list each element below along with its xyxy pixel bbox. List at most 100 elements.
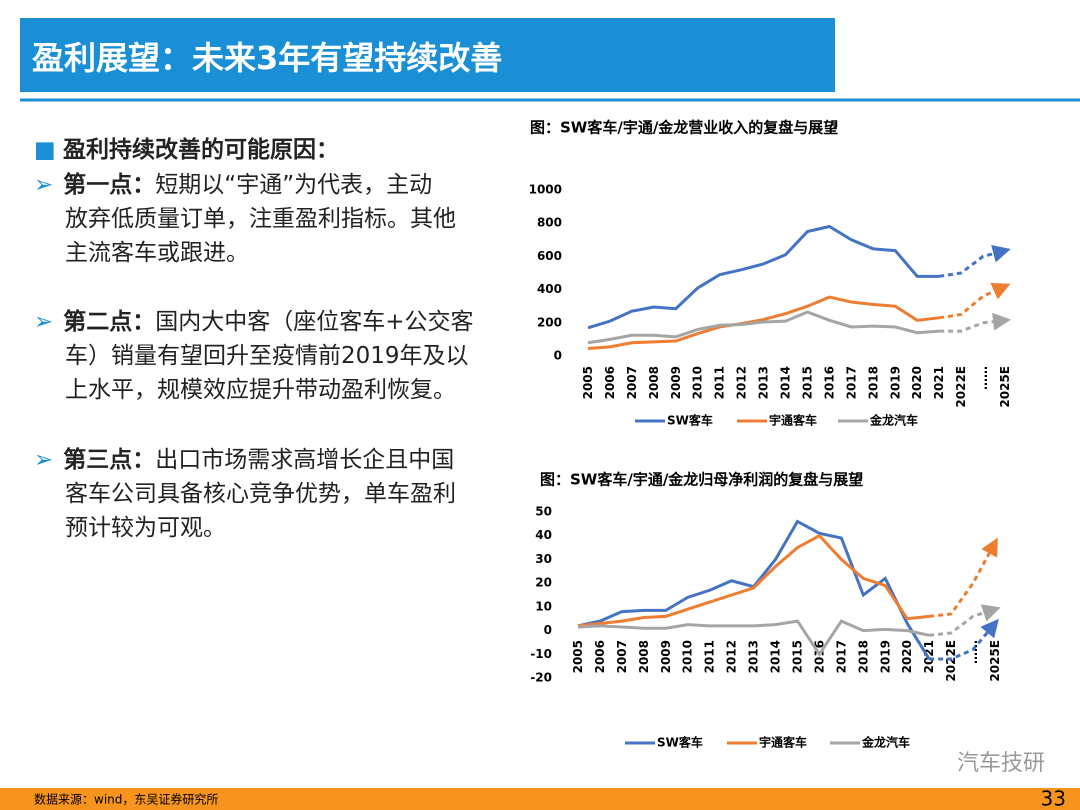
- y-tick-label: 30: [535, 552, 552, 566]
- forecast-line: [939, 312, 1011, 333]
- x-tick-label: 2017: [834, 640, 848, 673]
- x-tick-label: 2009: [669, 366, 683, 399]
- bullet-label: 第一点：: [63, 172, 156, 198]
- y-tick-label: -20: [530, 671, 552, 685]
- x-tick-label: 2012: [725, 640, 739, 673]
- bullet-text: 国内大中客（座位客车+公交客: [155, 309, 474, 335]
- bullet-text: 主流客车或跟进。: [65, 240, 249, 266]
- x-tick-label: 2007: [625, 366, 639, 399]
- x-tick-label: 2022E: [944, 640, 958, 682]
- legend-label: 宇通客车: [769, 413, 817, 428]
- header-title: 盈利展望：未来3年有望持续改善: [32, 39, 502, 77]
- bullet-line: 客车公司具备核心竞争优势，单车盈利: [34, 477, 456, 511]
- legend-label: SW客车: [657, 735, 703, 750]
- x-tick-label: 2022E: [954, 366, 968, 408]
- x-tick-label: 2020: [900, 640, 914, 673]
- x-tick-label: 2011: [713, 366, 727, 399]
- forecast-line: [928, 537, 998, 618]
- x-tick-label: 2012: [735, 366, 749, 399]
- bullet-text: 上水平，规模效应提升带动盈利恢复。: [65, 377, 456, 403]
- x-tick-label: 2008: [647, 366, 661, 399]
- x-tick-label: 2006: [593, 640, 607, 673]
- bullet: ➢ 第一点：短期以“宇通”为代表，主动放弃低质量订单，注重盈利指标。其他 主流客车或…: [34, 168, 456, 270]
- y-tick-label: 800: [537, 216, 562, 230]
- bullet-text: 客车公司具备核心竞争优势，单车盈利: [65, 481, 456, 507]
- bullet-text: 放弃低质量订单，注重盈利指标。其他: [65, 206, 456, 232]
- series-line: [587, 310, 940, 345]
- x-tick-label: 2010: [691, 366, 705, 399]
- y-tick-label: 10: [535, 599, 552, 613]
- x-tick-label: 2019: [878, 640, 892, 673]
- bullet: ➢ 第二点：国内大中客（座位客车+公交客车）销量有望回升至疫情前2019年及以 上水…: [34, 305, 474, 407]
- heading: ■ 盈利持续改善的可能原因：: [34, 133, 339, 167]
- x-tick-label: 2019: [888, 366, 902, 399]
- x-tick-label: ……: [976, 366, 990, 390]
- forecast-line: [929, 618, 999, 661]
- x-tick-label: 2009: [659, 640, 673, 673]
- x-tick-label: ……: [966, 640, 980, 664]
- series-line: [587, 224, 940, 330]
- x-tick-label: 2021: [932, 366, 946, 399]
- y-tick-label: 0: [544, 623, 552, 637]
- arrow: ➢: [34, 309, 54, 335]
- y-tick-label: 20: [535, 576, 552, 590]
- bullet-line: 预计较为可观。: [34, 511, 456, 545]
- watermark: 汽车技研: [957, 751, 1045, 776]
- header-bar: [20, 18, 835, 92]
- heading-text: 盈利持续改善的可能原因：: [63, 137, 340, 163]
- y-tick-label: 1000: [529, 183, 562, 197]
- bullet-line: 上水平，规模效应提升带动盈利恢复。: [34, 373, 474, 407]
- footer-bar: [0, 788, 1080, 810]
- x-tick-label: 2025E: [988, 640, 1002, 682]
- bullet-label: 第二点：: [63, 309, 156, 335]
- forecast-line: [928, 604, 1001, 637]
- x-tick-label: 2005: [581, 366, 595, 399]
- y-tick-label: 40: [535, 528, 552, 542]
- bullet-line: ➢ 第三点：出口市场需求高增长企且中国: [34, 443, 456, 477]
- arrow: ➢: [34, 172, 54, 198]
- series-line: [577, 619, 930, 658]
- y-tick-label: 200: [537, 315, 562, 329]
- x-tick-label: 2017: [844, 366, 858, 399]
- bullet-text: 出口市场需求高增长企且中国: [155, 447, 455, 473]
- x-tick-label: 2018: [856, 640, 870, 673]
- x-tick-label: 2005: [571, 640, 585, 673]
- footer-source: 数据来源：wind，东吴证券研究所: [34, 792, 218, 807]
- x-tick-label: 2016: [822, 366, 836, 399]
- bullet-line: 车）销量有望回升至疫情前2019年及以: [34, 339, 474, 373]
- x-tick-label: 2013: [747, 640, 761, 673]
- x-tick-label: 2015: [790, 640, 804, 673]
- y-tick-label: 0: [554, 349, 562, 363]
- forecast-line: [938, 283, 1011, 320]
- chart-title: 图：SW客车/宇通/金龙归母净利润的复盘与展望: [540, 471, 863, 489]
- x-tick-label: 2010: [681, 640, 695, 673]
- x-tick-label: 2014: [769, 640, 783, 673]
- legend-label: SW客车: [667, 413, 713, 428]
- forecast-line: [938, 244, 1011, 278]
- y-tick-label: 600: [537, 249, 562, 263]
- square-bullet: ■: [34, 137, 56, 163]
- series-line: [587, 295, 940, 351]
- x-tick-label: 2011: [703, 640, 717, 673]
- chart-title: 图：SW客车/宇通/金龙营业收入的复盘与展望: [530, 119, 838, 137]
- arrow: ➢: [34, 447, 54, 473]
- legend-label: 金龙汽车: [861, 735, 910, 750]
- bullet-line: ➢ 第一点：短期以“宇通”为代表，主动: [34, 168, 456, 202]
- x-tick-label: 2014: [779, 366, 793, 399]
- x-tick-label: 2020: [910, 366, 924, 399]
- x-tick-label: 2006: [603, 366, 617, 399]
- series-line: [577, 519, 931, 660]
- bullet-text: 车）销量有望回升至疫情前2019年及以: [65, 343, 469, 369]
- bullet-line: ➢ 第二点：国内大中客（座位客车+公交客: [34, 305, 474, 339]
- x-tick-label: 2008: [637, 640, 651, 673]
- bullet-text: 预计较为可观。: [65, 515, 226, 541]
- x-tick-label: 2025E: [998, 366, 1012, 408]
- bullet-text: 短期以“宇通”为代表，主动: [155, 172, 433, 198]
- x-tick-label: 2018: [866, 366, 880, 399]
- x-tick-label: 2015: [800, 366, 814, 399]
- bullet-label: 第三点：: [63, 447, 156, 473]
- legend-label: 金龙汽车: [869, 413, 918, 428]
- bullet: ➢ 第三点：出口市场需求高增长企且中国客车公司具备核心竞争优势，单车盈利 预计较为可…: [34, 443, 456, 545]
